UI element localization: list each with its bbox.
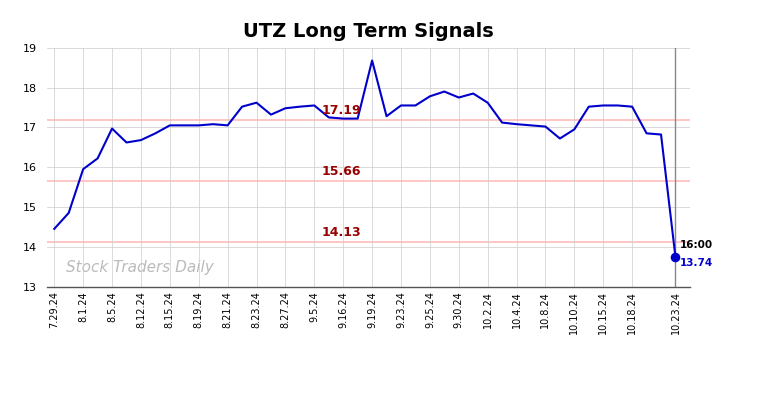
Point [670,254,682,260]
Text: 15.66: 15.66 [321,165,361,178]
Text: 17.19: 17.19 [321,104,361,117]
Text: 14.13: 14.13 [321,226,361,239]
Title: UTZ Long Term Signals: UTZ Long Term Signals [243,21,494,41]
Text: 16:00: 16:00 [680,240,713,250]
Text: 13.74: 13.74 [680,258,713,268]
Text: Stock Traders Daily: Stock Traders Daily [67,260,214,275]
